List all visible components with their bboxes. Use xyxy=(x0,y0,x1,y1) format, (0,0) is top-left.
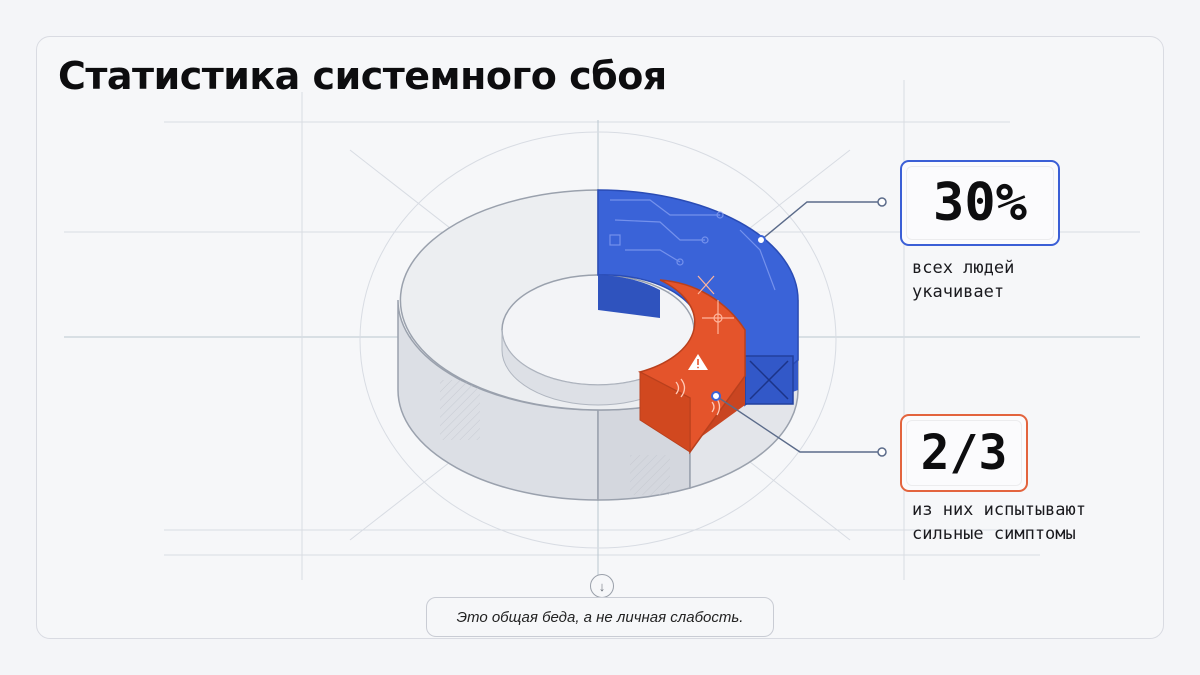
callout-lines xyxy=(715,201,882,453)
stat-value-30: 30% xyxy=(900,160,1060,246)
stat-value-2-3: 2/3 xyxy=(900,414,1028,492)
caption: Это общая беда, а не личная слабость. xyxy=(426,597,774,637)
callout-dot-orange xyxy=(711,391,721,401)
stat-description-30: всех людей укачивает xyxy=(912,258,1015,302)
callout-dot-blue xyxy=(756,235,766,245)
stat-description-2-3: из них испытывают сильные симптомы xyxy=(912,500,1086,544)
page-title: Статистика системного сбоя xyxy=(58,54,667,98)
warning-icon xyxy=(688,354,708,370)
segment-orange xyxy=(637,275,746,455)
arrow-down-icon[interactable]: ↓ xyxy=(590,574,614,598)
